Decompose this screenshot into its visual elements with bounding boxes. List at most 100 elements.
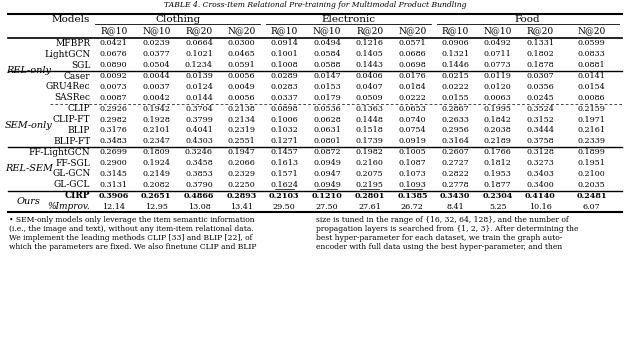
Text: 0.0571: 0.0571 <box>399 39 426 47</box>
Text: 0.1405: 0.1405 <box>356 50 383 58</box>
Text: 0.0086: 0.0086 <box>578 94 605 102</box>
Text: 0.0509: 0.0509 <box>356 94 383 102</box>
Text: 0.1878: 0.1878 <box>527 61 554 69</box>
Text: 0.0144: 0.0144 <box>185 94 213 102</box>
Text: 0.0949: 0.0949 <box>313 159 341 167</box>
Text: 0.0119: 0.0119 <box>484 72 512 80</box>
Text: 0.0154: 0.0154 <box>578 83 605 91</box>
Text: 0.0664: 0.0664 <box>185 39 213 47</box>
Text: 5.25: 5.25 <box>489 203 507 211</box>
Text: 0.2082: 0.2082 <box>142 181 170 189</box>
Text: 0.2160: 0.2160 <box>356 159 383 167</box>
Text: 0.3176: 0.3176 <box>100 126 127 134</box>
Text: FF-LightGCN: FF-LightGCN <box>29 148 90 157</box>
Text: CIRP: CIRP <box>65 191 90 200</box>
Text: 0.1210: 0.1210 <box>312 192 342 200</box>
Text: 0.2651: 0.2651 <box>141 192 172 200</box>
Text: 0.4041: 0.4041 <box>185 126 213 134</box>
Text: BLIP-FT: BLIP-FT <box>53 137 90 146</box>
Text: 0.0898: 0.0898 <box>271 105 298 113</box>
Text: 0.1032: 0.1032 <box>270 126 298 134</box>
Text: 0.0049: 0.0049 <box>228 83 255 91</box>
Text: 0.1947: 0.1947 <box>228 148 255 156</box>
Text: 0.0087: 0.0087 <box>100 94 127 102</box>
Text: 0.1995: 0.1995 <box>484 105 512 113</box>
Text: 0.3790: 0.3790 <box>185 181 213 189</box>
Text: 0.0245: 0.0245 <box>527 94 554 102</box>
Text: 0.1271: 0.1271 <box>270 137 298 145</box>
Text: 0.3524: 0.3524 <box>527 105 554 113</box>
Text: 0.0215: 0.0215 <box>441 72 469 80</box>
Text: 0.1005: 0.1005 <box>399 148 426 156</box>
Text: 0.0179: 0.0179 <box>313 94 341 102</box>
Text: 0.0881: 0.0881 <box>578 61 605 69</box>
Text: 0.3246: 0.3246 <box>185 148 213 156</box>
Text: 0.3164: 0.3164 <box>441 137 469 145</box>
Text: 0.2481: 0.2481 <box>577 192 607 200</box>
Text: 0.2926: 0.2926 <box>100 105 127 113</box>
Text: 0.1457: 0.1457 <box>271 148 298 156</box>
Text: 0.0584: 0.0584 <box>313 50 341 58</box>
Text: 0.3704: 0.3704 <box>185 105 213 113</box>
Text: 0.1446: 0.1446 <box>441 61 469 69</box>
Text: R@20: R@20 <box>527 27 554 36</box>
Text: 0.1928: 0.1928 <box>142 116 170 124</box>
Text: We implement the leading methods CLIP [33] and BLIP [22], of: We implement the leading methods CLIP [3… <box>9 234 252 242</box>
Text: R@20: R@20 <box>186 27 212 36</box>
Text: 0.2304: 0.2304 <box>483 192 513 200</box>
Text: 0.0337: 0.0337 <box>271 94 298 102</box>
Text: 0.1802: 0.1802 <box>527 50 554 58</box>
Text: 12.14: 12.14 <box>102 203 125 211</box>
Text: 0.1766: 0.1766 <box>484 148 512 156</box>
Text: 0.2319: 0.2319 <box>228 126 255 134</box>
Text: 0.2103: 0.2103 <box>269 192 300 200</box>
Text: 13.08: 13.08 <box>188 203 211 211</box>
Text: 0.2551: 0.2551 <box>228 137 255 145</box>
Text: N@10: N@10 <box>142 27 170 36</box>
Text: 0.0698: 0.0698 <box>399 61 426 69</box>
Text: 0.0631: 0.0631 <box>313 126 341 134</box>
Text: SEM-only: SEM-only <box>5 121 52 130</box>
Text: 0.0406: 0.0406 <box>356 72 383 80</box>
Text: • SEM-only models only leverage the item semantic information: • SEM-only models only leverage the item… <box>9 216 255 224</box>
Text: 27.61: 27.61 <box>358 203 381 211</box>
Text: 0.1571: 0.1571 <box>271 170 298 178</box>
Text: 10.16: 10.16 <box>529 203 552 211</box>
Text: 0.2699: 0.2699 <box>100 148 127 156</box>
Text: 0.0184: 0.0184 <box>399 83 426 91</box>
Text: 0.1001: 0.1001 <box>271 50 298 58</box>
Text: %Improv.: %Improv. <box>47 202 90 211</box>
Text: TABLE 4. Cross-Item Relational Pre-training for Multimodal Product Bundling: TABLE 4. Cross-Item Relational Pre-train… <box>164 1 466 9</box>
Text: 0.1448: 0.1448 <box>356 116 383 124</box>
Text: 0.0914: 0.0914 <box>270 39 298 47</box>
Text: 0.4866: 0.4866 <box>184 192 214 200</box>
Text: 0.2038: 0.2038 <box>484 126 511 134</box>
Text: 0.2149: 0.2149 <box>142 170 170 178</box>
Text: Food: Food <box>515 15 541 24</box>
Text: 0.3128: 0.3128 <box>527 148 554 156</box>
Text: 0.1087: 0.1087 <box>399 159 426 167</box>
Text: 0.2100: 0.2100 <box>578 170 605 178</box>
Text: 6.07: 6.07 <box>583 203 600 211</box>
Text: 0.2801: 0.2801 <box>355 192 385 200</box>
Text: 0.0676: 0.0676 <box>100 50 127 58</box>
Text: size is tuned in the range of {16, 32, 64, 128}, and the number of: size is tuned in the range of {16, 32, 6… <box>316 216 568 224</box>
Text: 0.2607: 0.2607 <box>441 148 469 156</box>
Text: 0.1216: 0.1216 <box>356 39 384 47</box>
Text: 0.0153: 0.0153 <box>313 83 341 91</box>
Text: 27.50: 27.50 <box>316 203 339 211</box>
Text: 0.3145: 0.3145 <box>100 170 127 178</box>
Text: N@10: N@10 <box>313 27 341 36</box>
Text: 0.0044: 0.0044 <box>142 72 170 80</box>
Text: 0.4303: 0.4303 <box>185 137 213 145</box>
Text: 0.0377: 0.0377 <box>143 50 170 58</box>
Text: SASRec: SASRec <box>54 93 90 102</box>
Text: 0.2867: 0.2867 <box>441 105 469 113</box>
Text: (i.e., the image and text), without any item-item relational data.: (i.e., the image and text), without any … <box>9 225 253 233</box>
Text: 0.0155: 0.0155 <box>441 94 469 102</box>
Text: 0.0492: 0.0492 <box>484 39 512 47</box>
Text: 0.0890: 0.0890 <box>100 61 127 69</box>
Text: 0.0120: 0.0120 <box>484 83 511 91</box>
Text: 0.0906: 0.0906 <box>441 39 469 47</box>
Text: 0.1363: 0.1363 <box>356 105 384 113</box>
